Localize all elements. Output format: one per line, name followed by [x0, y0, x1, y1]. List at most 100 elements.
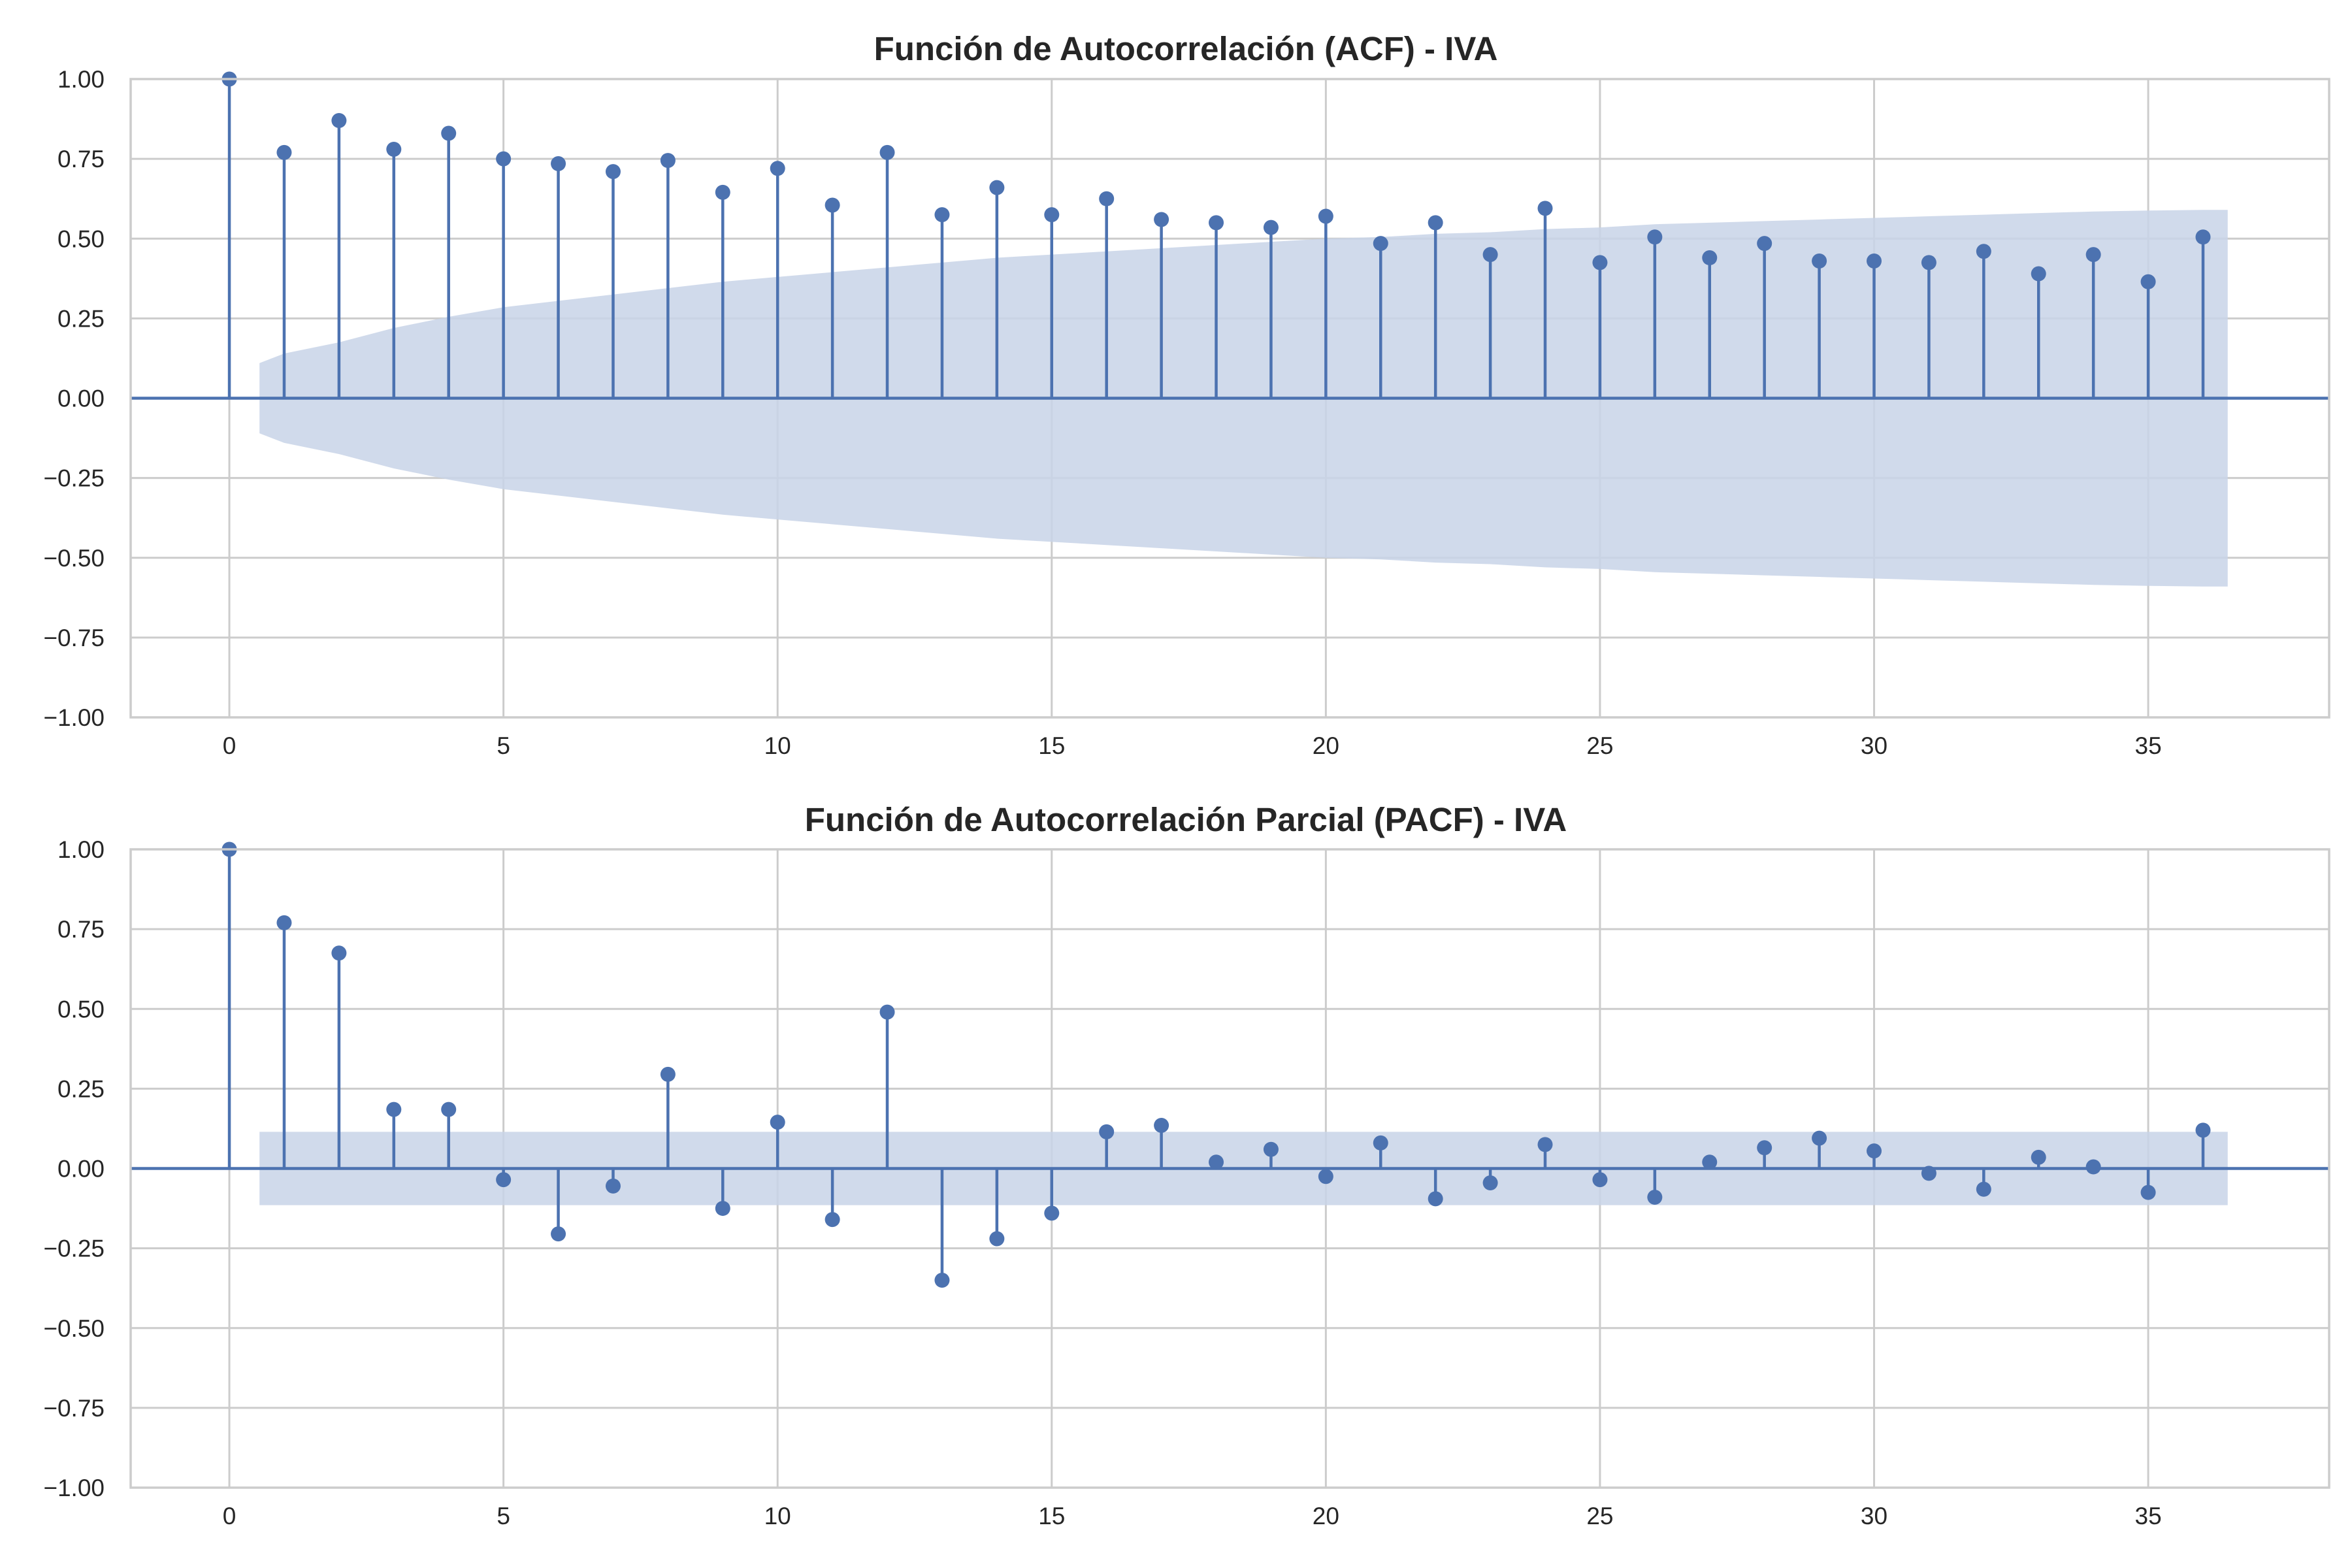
acf-y-tick-label: 0.25	[57, 305, 105, 332]
pacf-marker-lag-3	[386, 1102, 402, 1117]
acf-y-tick-label: −1.00	[43, 704, 105, 731]
acf-marker-lag-35	[2140, 274, 2156, 289]
acf-marker-lag-5	[496, 151, 512, 167]
pacf-title: Función de Autocorrelación Parcial (PACF…	[805, 801, 1567, 838]
pacf-marker-lag-18	[1209, 1154, 1224, 1170]
acf-marker-lag-33	[2031, 266, 2046, 282]
pacf-marker-lag-21	[1373, 1135, 1388, 1151]
pacf-marker-lag-31	[1921, 1166, 1936, 1181]
pacf-marker-lag-19	[1263, 1141, 1279, 1157]
pacf-y-tick-label: −0.50	[43, 1315, 105, 1342]
acf-y-tick-labels: 1.00 0.75 0.50 0.25 0.00 −0.25 −0.50 −0.75 −1.00	[43, 66, 105, 731]
pacf-y-tick-label: −1.00	[43, 1475, 105, 1501]
pacf-x-tick-label: 0	[223, 1503, 237, 1529]
acf-marker-lag-28	[1757, 236, 1772, 252]
acf-marker-lag-32	[1976, 244, 1991, 259]
acf-x-tick-label: 10	[764, 732, 791, 759]
pacf-marker-lag-20	[1318, 1169, 1333, 1184]
acf-title: Función de Autocorrelación (ACF) - IVA	[874, 30, 1498, 67]
acf-panel: 0 5 10 15 20 25 30 35 1.00 0.75 0.50 0.25 0.00 −0.25…	[43, 30, 2330, 759]
pacf-x-tick-label: 15	[1038, 1503, 1065, 1529]
acf-x-tick-label: 5	[497, 732, 510, 759]
pacf-y-tick-label: 0.00	[57, 1156, 105, 1183]
acf-marker-lag-29	[1812, 253, 1827, 269]
acf-axes-border	[129, 78, 2330, 719]
pacf-y-tick-labels: 1.00 0.75 0.50 0.25 0.00 −0.25 −0.50 −0.75 −1.00	[43, 836, 105, 1501]
acf-marker-lag-15	[1044, 207, 1060, 223]
pacf-marker-lag-29	[1812, 1130, 1827, 1146]
acf-y-tick-label: 0.50	[57, 225, 105, 252]
pacf-marker-lag-32	[1976, 1181, 1991, 1197]
acf-marker-lag-18	[1209, 215, 1224, 231]
pacf-marker-lag-1	[276, 915, 292, 930]
pacf-x-tick-label: 30	[1861, 1503, 1887, 1529]
pacf-marker-lag-24	[1537, 1137, 1553, 1152]
acf-marker-lag-22	[1428, 215, 1443, 231]
pacf-y-tick-label: 0.50	[57, 996, 105, 1022]
acf-marker-lag-10	[770, 161, 785, 176]
acf-marker-lag-36	[2195, 229, 2211, 245]
acf-marker-lag-7	[605, 164, 621, 180]
acf-marker-lag-21	[1373, 236, 1388, 252]
acf-y-tick-label: −0.75	[43, 625, 105, 651]
acf-marker-lag-20	[1318, 208, 1333, 224]
pacf-marker-lag-7	[605, 1178, 621, 1194]
acf-x-tick-label: 25	[1586, 732, 1613, 759]
pacf-markers	[221, 841, 2211, 1288]
pacf-y-tick-label: 1.00	[57, 836, 105, 863]
acf-marker-lag-16	[1099, 191, 1115, 206]
pacf-x-tick-label: 20	[1313, 1503, 1339, 1529]
acf-marker-lag-4	[441, 125, 457, 141]
pacf-marker-lag-26	[1647, 1189, 1663, 1205]
pacf-marker-lag-10	[770, 1115, 785, 1130]
acf-y-tick-label: 0.75	[57, 146, 105, 172]
acf-x-tick-label: 20	[1313, 732, 1339, 759]
pacf-marker-lag-14	[989, 1231, 1005, 1247]
pacf-marker-lag-30	[1867, 1143, 1882, 1159]
pacf-y-tick-label: −0.25	[43, 1235, 105, 1262]
pacf-axes-frame	[129, 848, 2330, 1489]
acf-marker-lag-12	[879, 144, 895, 160]
acf-marker-lag-6	[551, 155, 566, 171]
pacf-marker-lag-12	[879, 1004, 895, 1020]
acf-y-tick-label: −0.25	[43, 465, 105, 492]
pacf-x-tick-label: 35	[2135, 1503, 2162, 1529]
acf-y-tick-label: 0.00	[57, 385, 105, 412]
pacf-y-tick-label: 0.25	[57, 1075, 105, 1102]
acf-x-tick-label: 15	[1038, 732, 1065, 759]
acf-marker-lag-1	[276, 144, 292, 160]
acf-y-tick-label: −0.50	[43, 545, 105, 572]
acf-x-tick-label: 30	[1861, 732, 1887, 759]
acf-y-tick-label: 1.00	[57, 66, 105, 93]
acf-marker-lag-13	[934, 207, 950, 223]
pacf-marker-lag-5	[496, 1172, 512, 1188]
pacf-marker-lag-33	[2031, 1149, 2046, 1165]
pacf-x-tick-label: 25	[1586, 1503, 1613, 1529]
acf-marker-lag-19	[1263, 220, 1279, 235]
pacf-marker-lag-8	[660, 1066, 676, 1082]
acf-marker-lag-23	[1482, 247, 1498, 263]
pacf-y-tick-label: 0.75	[57, 916, 105, 943]
pacf-x-tick-labels: 0 5 10 15 20 25 30 35	[223, 1503, 2162, 1529]
acf-marker-lag-17	[1154, 212, 1169, 227]
acf-x-tick-label: 35	[2135, 732, 2162, 759]
acf-stems	[227, 79, 2205, 399]
pacf-y-tick-label: −0.75	[43, 1395, 105, 1422]
acf-marker-lag-14	[989, 180, 1005, 195]
pacf-x-tick-label: 5	[497, 1503, 510, 1529]
pacf-marker-lag-6	[551, 1226, 566, 1242]
pacf-marker-lag-36	[2195, 1122, 2211, 1138]
pacf-marker-lag-4	[441, 1102, 457, 1117]
pacf-marker-lag-35	[2140, 1184, 2156, 1200]
pacf-marker-lag-28	[1757, 1140, 1772, 1156]
pacf-marker-lag-17	[1154, 1118, 1169, 1134]
pacf-marker-lag-16	[1099, 1124, 1115, 1139]
pacf-axes-border	[129, 848, 2330, 1489]
acf-marker-lag-9	[715, 184, 730, 200]
acf-marker-lag-30	[1867, 253, 1882, 269]
acf-marker-lag-2	[331, 113, 347, 129]
acf-marker-lag-34	[2085, 247, 2101, 263]
acf-axes-frame	[129, 78, 2330, 719]
acf-marker-lag-11	[825, 197, 840, 213]
